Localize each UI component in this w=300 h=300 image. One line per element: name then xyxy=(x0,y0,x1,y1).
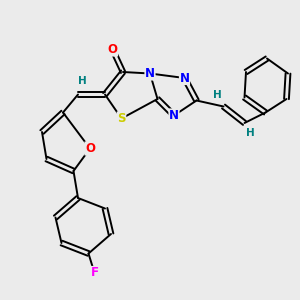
Text: O: O xyxy=(107,43,118,56)
Text: N: N xyxy=(169,109,179,122)
Text: S: S xyxy=(117,112,126,125)
Text: H: H xyxy=(78,76,87,86)
Text: F: F xyxy=(91,266,98,280)
Text: N: N xyxy=(145,67,155,80)
Text: H: H xyxy=(213,89,222,100)
Text: H: H xyxy=(246,128,255,139)
Text: N: N xyxy=(179,71,190,85)
Text: O: O xyxy=(85,142,95,155)
